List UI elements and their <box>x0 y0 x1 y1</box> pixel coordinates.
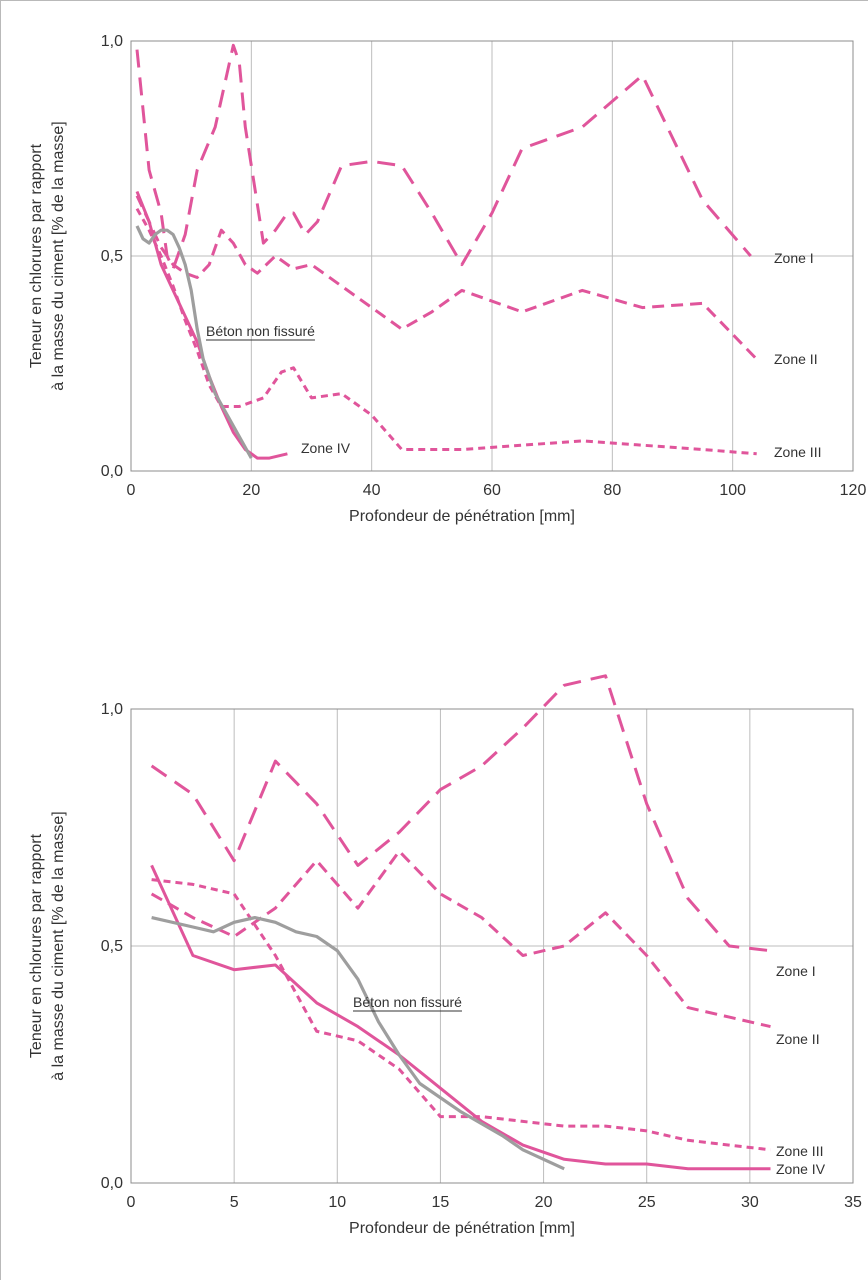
y-axis-label: Teneur en chlorures par rapport <box>28 143 45 368</box>
series-label: Zone I <box>774 250 814 266</box>
x-tick-label: 120 <box>840 482 867 499</box>
y-axis-label: à la masse du ciment [% de la masse] <box>50 811 67 1080</box>
chart-bottom: 0 5 10 15 20 25 30 35 0,0 0,5 1,0 Profondeur de pén… <box>28 674 862 1237</box>
series-label: Zone II <box>774 351 818 367</box>
series-line-zone-iii <box>151 878 771 1152</box>
x-tick-label: 25 <box>638 1194 656 1211</box>
x-tick-label: 10 <box>328 1194 346 1211</box>
series-label: Zone III <box>774 444 821 460</box>
x-tick-label: 20 <box>535 1194 553 1211</box>
y-tick-label: 1,0 <box>101 33 123 50</box>
x-tick-label: 35 <box>844 1194 862 1211</box>
x-tick-label: 0 <box>127 482 136 499</box>
x-axis-label: Profondeur de pénétration [mm] <box>349 508 575 525</box>
series-line-b-ton-non-fissur- <box>151 915 565 1171</box>
plot-frame <box>130 708 854 1184</box>
series-label: Béton non fissuré <box>353 994 462 1010</box>
series-line-b-ton-non-fissur- <box>135 225 253 459</box>
x-tick-label: 5 <box>230 1194 239 1211</box>
y-tick-label: 0,0 <box>101 463 123 480</box>
series-label: Zone III <box>776 1143 823 1159</box>
series-line-zone-ii <box>150 849 771 1029</box>
series-label: Zone I <box>776 963 816 979</box>
x-tick-label: 15 <box>432 1194 450 1211</box>
y-tick-label: 0,5 <box>101 248 123 265</box>
y-axis-label: à la masse du ciment [% de la masse] <box>50 121 67 390</box>
x-tick-label: 0 <box>127 1194 136 1211</box>
x-tick-label: 100 <box>719 482 746 499</box>
x-tick-label: 80 <box>603 482 621 499</box>
series-line-zone-ii <box>135 195 758 361</box>
series-line-zone-i <box>135 43 752 271</box>
series-label: Zone IV <box>301 440 351 456</box>
series-label: Zone II <box>776 1031 820 1047</box>
y-tick-label: 1,0 <box>101 701 123 718</box>
series-line-zone-i <box>150 674 771 953</box>
x-axis-label: Profondeur de pénétration [mm] <box>349 1220 575 1237</box>
x-tick-label: 40 <box>363 482 381 499</box>
chart-top: 0 20 40 60 80 100 120 0,0 0,5 1,0 Profondeur de pé… <box>28 33 866 525</box>
x-tick-label: 30 <box>741 1194 759 1211</box>
series-label: Béton non fissuré <box>206 323 315 339</box>
y-axis-label: Teneur en chlorures par rapport <box>28 833 45 1058</box>
y-tick-label: 0,0 <box>101 1175 123 1192</box>
x-tick-label: 20 <box>242 482 260 499</box>
series-label: Zone IV <box>776 1161 826 1177</box>
plot-frame <box>130 40 854 472</box>
series-line-zone-iv <box>150 864 771 1171</box>
x-tick-label: 60 <box>483 482 501 499</box>
y-tick-label: 0,5 <box>101 938 123 955</box>
